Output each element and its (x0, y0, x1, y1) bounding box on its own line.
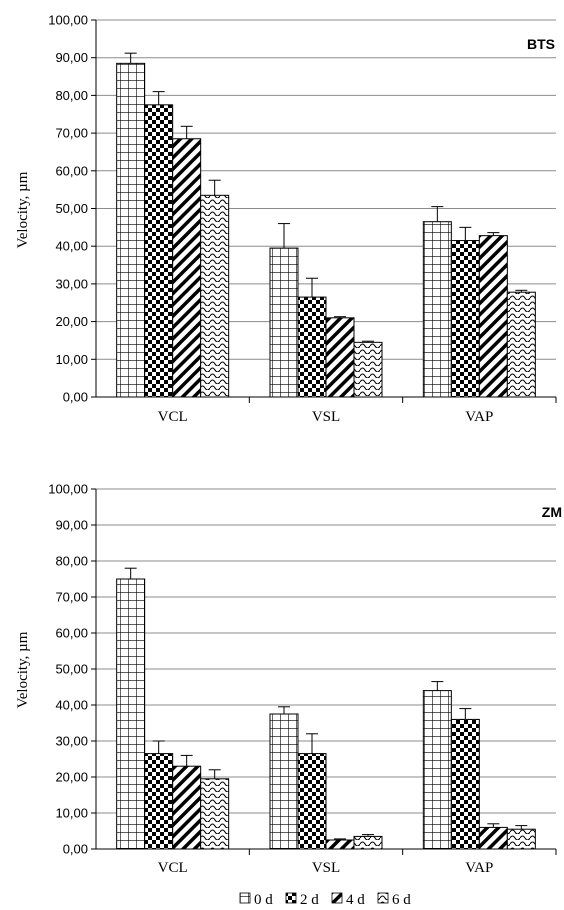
y-tick-label: 50,00 (55, 201, 88, 216)
x-tick-label: VSL (312, 409, 340, 425)
x-tick-label: VAP (465, 860, 493, 876)
legend-swatch-4d (331, 892, 343, 904)
y-tick-label: 0,00 (63, 390, 88, 405)
bar-vsl-4d (325, 839, 355, 850)
panel-title: BTS (527, 36, 555, 52)
y-tick-label: 60,00 (55, 626, 88, 641)
bar-vcl-4d (172, 765, 202, 850)
x-tick-label: VCL (158, 860, 188, 876)
y-tick-label: 20,00 (55, 314, 88, 329)
y-tick-label: 90,00 (55, 50, 88, 65)
bar-vcl-0d (116, 62, 146, 398)
y-tick-label: 100,00 (48, 482, 88, 497)
legend-swatch-0d (239, 892, 251, 904)
y-tick-label: 30,00 (55, 276, 88, 291)
y-tick-label: 70,00 (55, 126, 88, 141)
y-tick-label: 40,00 (55, 239, 88, 254)
chart-panel-bts: BTS Velocity, µm 0,00 10,00 20,00 30,00 40,0… (15, 13, 557, 425)
y-tick-label: 10,00 (55, 806, 88, 821)
legend-item: 0 d (239, 892, 273, 908)
bar-vcl-6d (200, 778, 230, 850)
bar-vap-0d (422, 221, 452, 398)
y-tick-label: 50,00 (55, 662, 88, 677)
bar-vap-2d (450, 240, 480, 398)
bar-vcl-2d (144, 753, 174, 850)
bar-vcl-0d (116, 578, 146, 850)
bar-vap-0d (422, 690, 452, 850)
y-tick-label: 70,00 (55, 590, 88, 605)
y-tick-label: 0,00 (63, 842, 88, 857)
legend-item: 4 d (331, 892, 365, 908)
x-tick-label: VAP (465, 409, 493, 425)
y-tick-label: 40,00 (55, 698, 88, 713)
y-tick-label: 20,00 (55, 770, 88, 785)
legend-label: 4 d (346, 892, 365, 908)
bar-vap-2d (450, 718, 480, 850)
y-tick-label: 60,00 (55, 163, 88, 178)
chart-panel-zm: ZM Velocity, µm 0,00 10,00 20,00 30,00 40,00… (15, 482, 562, 877)
x-tick-label: VSL (312, 860, 340, 876)
legend: 0 d 2 d 4 d 6 d (239, 892, 411, 908)
bar-vsl-6d (353, 341, 383, 398)
bar-vsl-0d (269, 247, 299, 398)
legend-label: 2 d (300, 892, 319, 908)
legend-swatch-6d (377, 892, 389, 904)
y-tick-label: 80,00 (55, 88, 88, 103)
y-axis-title: Velocity, µm (15, 171, 31, 248)
bar-vap-4d (478, 235, 508, 398)
bar-vsl-6d (353, 835, 383, 850)
bar-vsl-0d (269, 713, 299, 850)
bar-vap-6d (506, 828, 536, 850)
bar-vcl-4d (172, 138, 202, 398)
y-axis-title: Velocity, µm (15, 631, 31, 708)
bar-vsl-2d (297, 296, 327, 398)
legend-item: 2 d (285, 892, 319, 908)
x-tick-label: VCL (158, 409, 188, 425)
bar-vsl-2d (297, 753, 327, 850)
legend-item: 6 d (377, 892, 411, 908)
bar-vcl-6d (200, 194, 230, 398)
bar-vap-4d (478, 826, 508, 850)
legend-label: 6 d (392, 892, 411, 908)
panel-title: ZM (542, 504, 562, 520)
y-tick-label: 90,00 (55, 518, 88, 533)
y-tick-label: 10,00 (55, 352, 88, 367)
y-tick-label: 30,00 (55, 734, 88, 749)
bar-vcl-2d (144, 104, 174, 398)
y-tick-label: 100,00 (48, 13, 88, 28)
legend-swatch-2d (285, 892, 297, 904)
y-tick-label: 80,00 (55, 554, 88, 569)
bar-vap-6d (506, 291, 536, 398)
bar-vsl-4d (325, 317, 355, 398)
legend-label: 0 d (254, 892, 273, 908)
